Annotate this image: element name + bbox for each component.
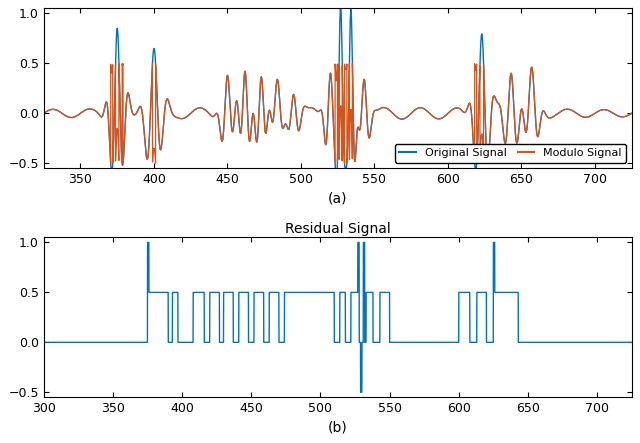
Line: Original Signal: Original Signal: [7, 6, 632, 181]
Modulo Signal: [35, 114, 42, 119]
Original Signal: [373, 108, 381, 113]
Modulo Signal: [628, 111, 636, 116]
Modulo Signal: [3, 111, 11, 116]
Modulo Signal: [400, 116, 408, 121]
Modulo Signal: [373, 108, 381, 113]
X-axis label: (b): (b): [328, 421, 348, 435]
Original Signal: [467, 102, 474, 107]
Original Signal: [628, 111, 636, 116]
Modulo Signal: [349, 61, 356, 66]
Line: Modulo Signal: Modulo Signal: [7, 63, 632, 163]
Original Signal: [229, 127, 237, 132]
X-axis label: (a): (a): [328, 192, 348, 206]
Original Signal: [500, 132, 508, 138]
Original Signal: [333, 178, 340, 183]
Title: Residual Signal: Residual Signal: [285, 222, 390, 236]
Original Signal: [3, 111, 11, 116]
Legend: Original Signal, Modulo Signal: Original Signal, Modulo Signal: [395, 144, 626, 163]
Modulo Signal: [467, 101, 474, 107]
Original Signal: [35, 114, 42, 119]
Modulo Signal: [500, 132, 508, 138]
Modulo Signal: [229, 127, 237, 132]
Modulo Signal: [476, 160, 484, 166]
Original Signal: [337, 3, 344, 8]
Original Signal: [400, 116, 408, 121]
